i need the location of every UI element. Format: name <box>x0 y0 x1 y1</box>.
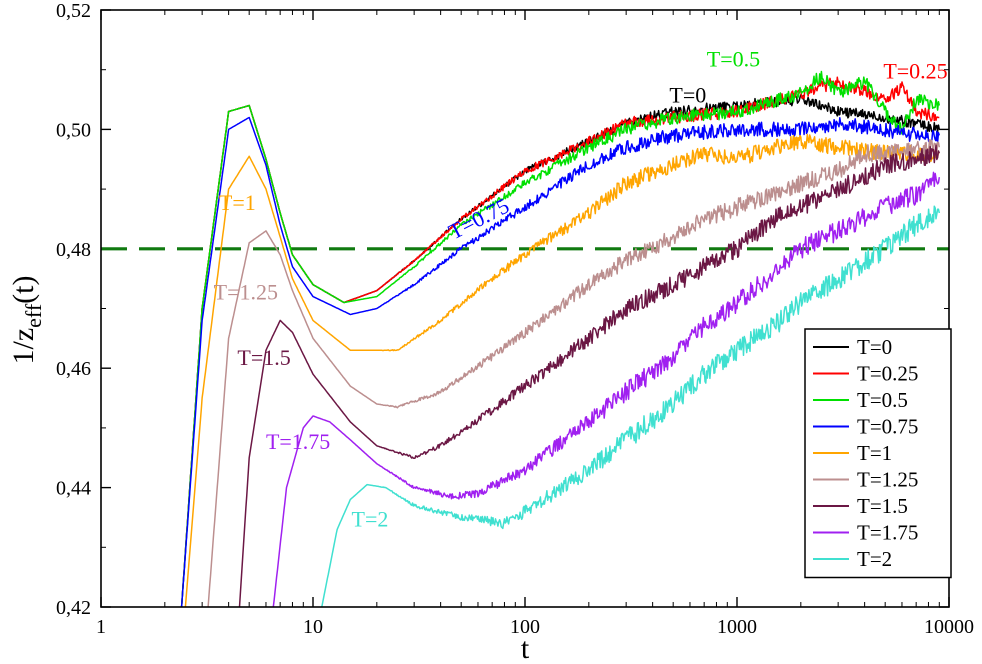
axis-ticks: 1 10 100 1000 10000 0,42 0,44 0,46 0,48 0,50 0,52 <box>56 0 974 638</box>
legend-label: T=0.25 <box>857 362 918 386</box>
curve-label: T=0.5 <box>707 47 760 72</box>
legend-label: T=1.25 <box>857 468 918 492</box>
series-line-t-2 <box>321 205 941 607</box>
y-tick-label: 0,48 <box>56 239 91 261</box>
curve-annotations: T=0T=0.5 T=0.25T=0.75T=1T=1.25T=1.5T=1.75… <box>214 47 948 532</box>
y-tick-label: 0,46 <box>56 358 91 380</box>
x-tick-label: 1000 <box>717 616 757 638</box>
legend-label: T=0.75 <box>857 415 918 439</box>
series-line-t-1 <box>184 133 940 607</box>
y-tick-label: 0,50 <box>56 119 91 141</box>
y-axis-title-tail: (t) <box>7 275 40 303</box>
x-tick-label: 1 <box>96 616 106 638</box>
legend-label: T=1.5 <box>857 494 908 518</box>
curve-label: T=1.25 <box>214 280 278 305</box>
curve-label: T=0 <box>669 83 706 108</box>
y-axis-title-main: 1/z <box>7 328 40 365</box>
curve-label: T=1.5 <box>237 345 290 370</box>
legend: T=0 T=0.25T=0.5 T=0.75T=1 T=1.25T=1.5 T=1.75… <box>804 328 952 579</box>
series-layer <box>180 70 941 607</box>
series-line-t-0-5 <box>180 70 941 607</box>
x-tick-label: 10 <box>303 616 323 638</box>
curve-label: T=1 <box>219 190 256 215</box>
curve-label: T=2 <box>352 506 389 531</box>
series-line-t-1-25 <box>207 138 941 607</box>
y-tick-label: 0,42 <box>56 597 91 619</box>
series-line-t-1-75 <box>272 171 941 607</box>
y-axis-title: 1/zeff(t) <box>7 275 46 364</box>
x-tick-label: 100 <box>510 616 540 638</box>
legend-label: T=1.75 <box>857 521 918 545</box>
series-line-t-1-5 <box>238 144 941 607</box>
y-tick-label: 0,52 <box>56 0 91 22</box>
legend-label: T=1 <box>857 441 892 465</box>
legend-label: T=0 <box>857 335 892 359</box>
y-tick-label: 0,44 <box>56 478 91 500</box>
x-tick-label: 10000 <box>924 616 974 638</box>
curve-label: T=0.25 <box>883 59 947 84</box>
y-axis-title-sub: eff <box>21 303 46 328</box>
legend-label: T=0.5 <box>857 388 908 412</box>
series-line-t-0-75 <box>180 116 941 607</box>
legend-label: T=2 <box>857 547 892 571</box>
x-axis-title: t <box>521 632 530 664</box>
curve-label: T=1.75 <box>266 429 330 454</box>
plot-frame <box>100 9 950 608</box>
